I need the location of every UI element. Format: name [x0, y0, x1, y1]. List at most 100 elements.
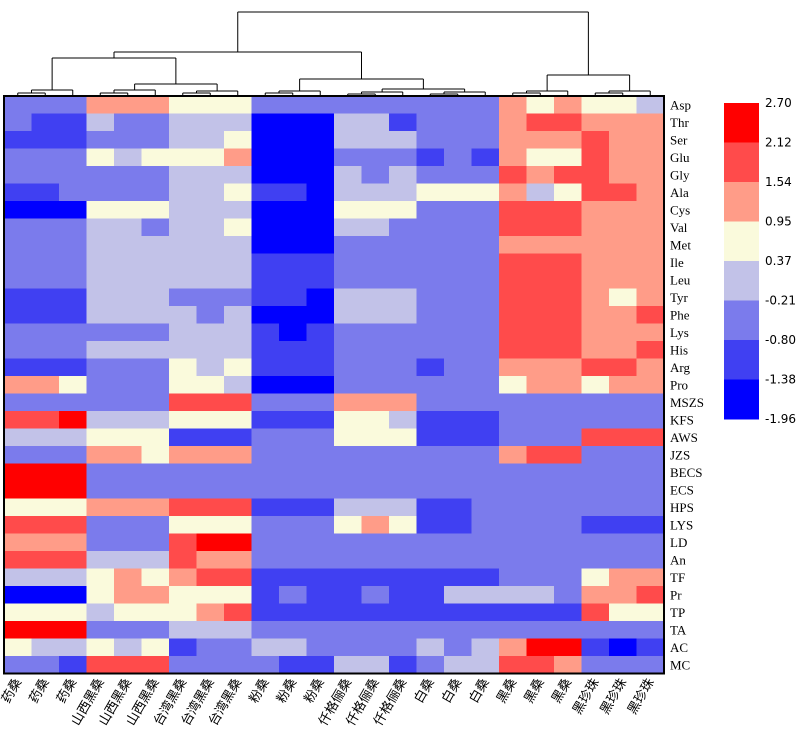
color-scale-band [724, 142, 759, 183]
heatmap-cell [59, 638, 88, 657]
heatmap-cell [499, 166, 528, 185]
heatmap-cell [636, 498, 665, 517]
heatmap-cell [389, 603, 418, 622]
heatmap-cell [334, 516, 363, 535]
heatmap-cell [251, 533, 280, 552]
heatmap-cell [141, 638, 170, 657]
heatmap-cell [471, 236, 500, 255]
heatmap-cell [141, 253, 170, 272]
heatmap-cell [114, 656, 143, 675]
heatmap-cell [389, 96, 418, 115]
row-label: Cys [670, 202, 690, 217]
heatmap-cell [444, 446, 473, 465]
heatmap-cell [196, 358, 225, 377]
heatmap-cell [169, 446, 198, 465]
heatmap-cell [279, 463, 308, 482]
heatmap-cell [224, 516, 253, 535]
heatmap-cell [636, 201, 665, 220]
heatmap-cell [279, 586, 308, 605]
heatmap-cell [224, 481, 253, 500]
heatmap-cell [224, 376, 253, 395]
heatmap-cell [444, 393, 473, 412]
heatmap-cell [609, 236, 638, 255]
heatmap-cell [526, 166, 555, 185]
heatmap-cell [499, 201, 528, 220]
color-scale-tick-label: 0.95 [765, 215, 792, 229]
heatmap-cell [526, 148, 555, 167]
heatmap-cell [196, 236, 225, 255]
heatmap-cell [526, 288, 555, 307]
heatmap-cell [416, 656, 445, 675]
heatmap-cell [334, 166, 363, 185]
heatmap-cell [334, 638, 363, 657]
row-labels: Asp Thr Ser Glu Gly Ala Cys Val Met Ile Leu Tyr Phe L… [670, 97, 704, 672]
heatmap-cell [471, 271, 500, 290]
heatmap-cell [471, 533, 500, 552]
heatmap-cell [141, 446, 170, 465]
heatmap-cell [499, 481, 528, 500]
heatmap-cell [169, 306, 198, 325]
heatmap-cell [416, 148, 445, 167]
heatmap-cell [224, 358, 253, 377]
heatmap-cell [224, 638, 253, 657]
heatmap-cell [526, 183, 555, 202]
row-label: Arg [670, 360, 690, 375]
heatmap-cell [59, 551, 88, 570]
heatmap-cell [499, 533, 528, 552]
heatmap-cell [554, 236, 583, 255]
heatmap-cell [609, 586, 638, 605]
heatmap-cell [169, 428, 198, 447]
color-scale-tick-label: -0.80 [765, 333, 796, 347]
heatmap-cell [609, 621, 638, 640]
heatmap-cell [444, 551, 473, 570]
heatmap-cell [361, 218, 390, 237]
heatmap-cell [416, 96, 445, 115]
heatmap-cell [86, 236, 115, 255]
heatmap-cell [581, 463, 610, 482]
heatmap-cell [306, 96, 335, 115]
heatmap-cell [444, 656, 473, 675]
heatmap-cell [306, 498, 335, 517]
heatmap-cell [4, 481, 33, 500]
heatmap-cell [251, 323, 280, 342]
heatmap-cell [334, 656, 363, 675]
heatmap-cell [416, 306, 445, 325]
heatmap-cell [499, 306, 528, 325]
heatmap-cell [334, 183, 363, 202]
heatmap-cell [251, 428, 280, 447]
column-label: 黑桑 [521, 676, 547, 706]
color-scale-band [724, 221, 759, 262]
heatmap-cell [224, 393, 253, 412]
heatmap-cell [31, 218, 60, 237]
heatmap-cell [224, 323, 253, 342]
heatmap-cell [306, 113, 335, 132]
heatmap-cell [499, 113, 528, 132]
heatmap-cell [59, 201, 88, 220]
heatmap-cell [114, 533, 143, 552]
heatmap-cell [609, 551, 638, 570]
heatmap-cell [636, 551, 665, 570]
heatmap-cell [251, 131, 280, 150]
heatmap-cell [86, 428, 115, 447]
heatmap-cell [196, 621, 225, 640]
heatmap-cell [334, 306, 363, 325]
heatmap-cell [361, 288, 390, 307]
heatmap-cell [334, 96, 363, 115]
heatmap-cell [59, 96, 88, 115]
heatmap-cell [306, 218, 335, 237]
heatmap-cell [334, 551, 363, 570]
heatmap-cell [361, 323, 390, 342]
heatmap-cell [416, 498, 445, 517]
heatmap-cell [416, 341, 445, 360]
heatmap-cell [251, 201, 280, 220]
heatmap-cell [169, 376, 198, 395]
heatmap-cell [251, 166, 280, 185]
heatmap-cell [224, 498, 253, 517]
heatmap-cell [389, 463, 418, 482]
heatmap-cell [334, 621, 363, 640]
heatmap-cell [279, 393, 308, 412]
heatmap-cell [114, 428, 143, 447]
heatmap-cell [636, 638, 665, 657]
heatmap-cell [444, 568, 473, 587]
heatmap-cell [581, 218, 610, 237]
